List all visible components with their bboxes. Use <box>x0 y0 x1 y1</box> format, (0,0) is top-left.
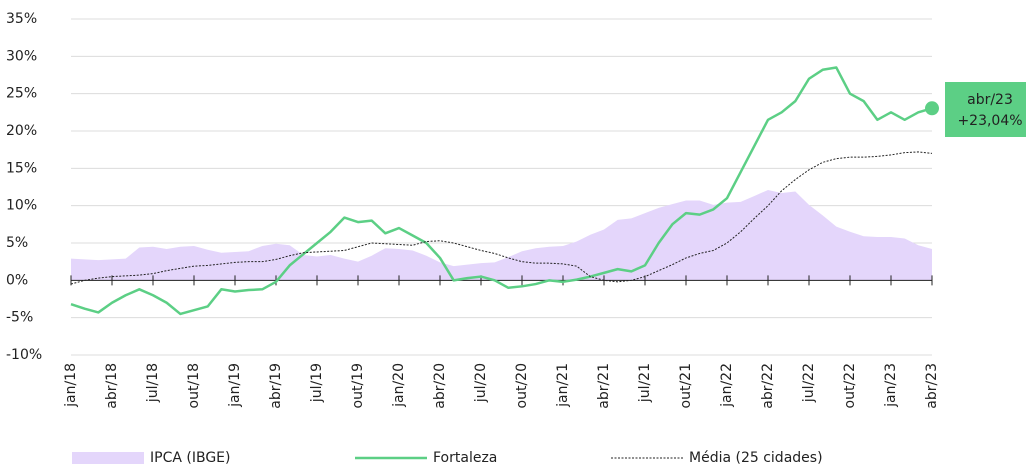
y-tick-label: 10% <box>6 198 37 214</box>
end-marker <box>925 101 939 116</box>
x-tick-label: out/18 <box>186 363 202 408</box>
line <box>70 151 933 285</box>
y-tick-label: 30% <box>6 48 37 64</box>
x-tick-label: jan/19 <box>227 363 243 408</box>
area <box>71 189 932 281</box>
legend-item: IPCA (IBGE) <box>72 450 230 466</box>
x-tick-label: jul/21 <box>637 363 653 403</box>
x-tick-label: jan/22 <box>719 363 735 408</box>
x-tick-label: jan/20 <box>391 363 407 408</box>
x-tick-label: abr/20 <box>432 363 448 409</box>
annotation-value: +23,04% <box>957 113 1022 129</box>
legend-item: Fortaleza <box>355 450 497 466</box>
y-tick-label: -10% <box>6 347 42 363</box>
x-tick-label: jul/19 <box>309 363 325 403</box>
x-tick-label: abr/21 <box>596 363 612 409</box>
annotation-label: abr/23 <box>967 92 1013 108</box>
legend-swatch <box>72 452 144 464</box>
y-tick-label: 35% <box>6 11 37 27</box>
y-tick-label: 25% <box>6 86 37 102</box>
line <box>70 66 933 316</box>
x-tick-label: jul/20 <box>473 363 489 403</box>
y-tick-label: 15% <box>6 160 37 176</box>
x-tick-label: abr/22 <box>760 363 776 409</box>
y-tick-label: 20% <box>6 123 37 139</box>
legend-item: Média (25 cidades) <box>611 450 823 466</box>
x-tick-label: jul/18 <box>145 363 161 403</box>
legend-label: Fortaleza <box>433 450 497 466</box>
x-tick-label: jan/18 <box>63 363 79 408</box>
x-tick-label: out/19 <box>350 363 366 408</box>
y-tick-label: 0% <box>6 272 28 288</box>
legend-label: Média (25 cidades) <box>689 450 823 466</box>
x-tick-label: abr/18 <box>104 363 120 409</box>
x-tick-label: abr/19 <box>268 363 284 409</box>
x-tick-label: abr/23 <box>924 363 940 409</box>
x-tick-label: jan/23 <box>883 363 899 408</box>
x-tick-label: jan/21 <box>555 363 571 408</box>
x-tick-label: out/22 <box>842 363 858 408</box>
annotation-box <box>945 82 1026 137</box>
x-tick-label: out/21 <box>678 363 694 408</box>
x-tick-label: out/20 <box>514 363 530 408</box>
y-tick-label: -5% <box>6 310 33 326</box>
legend-label: IPCA (IBGE) <box>150 450 230 466</box>
x-tick-label: jul/22 <box>801 363 817 403</box>
y-tick-label: 5% <box>6 235 28 251</box>
